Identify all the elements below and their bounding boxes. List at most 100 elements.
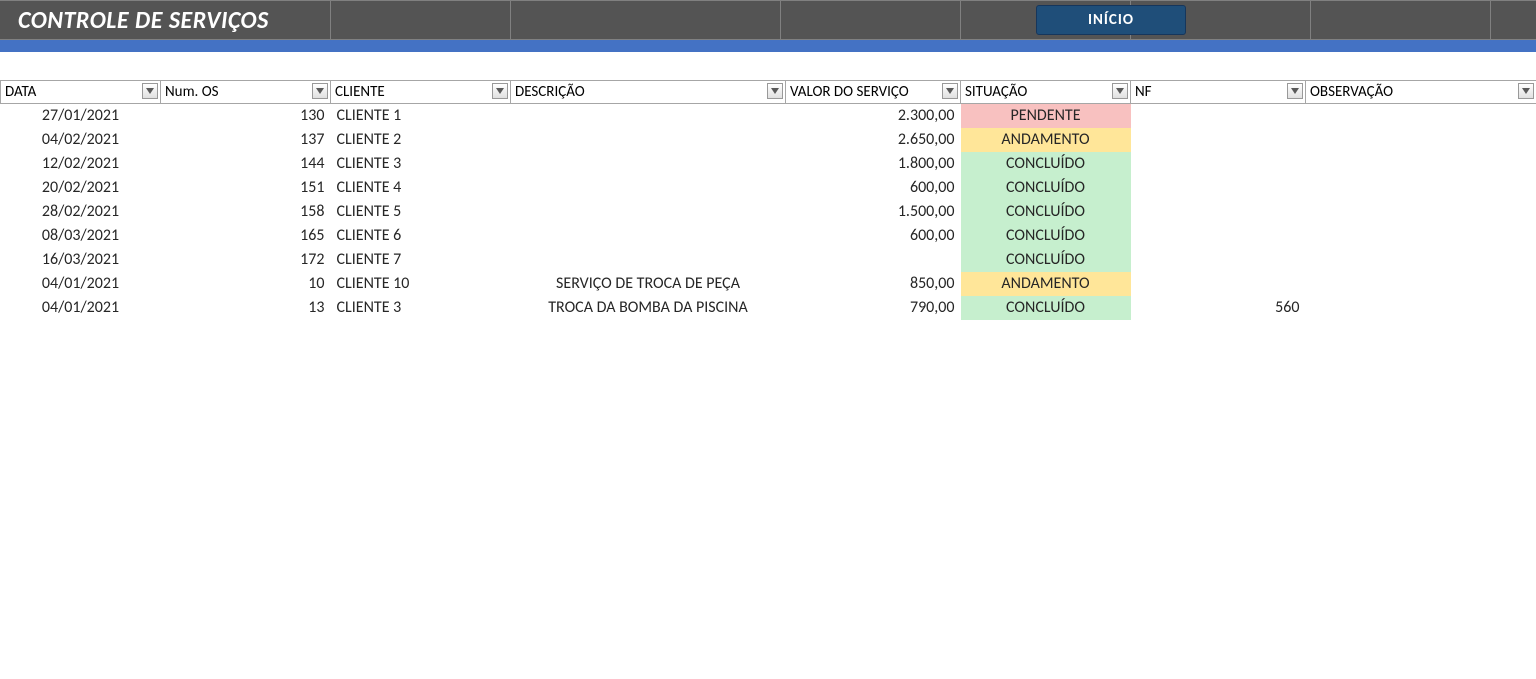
column-header-label: DATA	[5, 83, 36, 101]
cell-valor: 1.800,00	[786, 152, 961, 176]
filter-dropdown-icon[interactable]	[1287, 83, 1303, 99]
cell-sit: CONCLUÍDO	[961, 296, 1131, 320]
column-header-label: SITUAÇÃO	[965, 83, 1027, 101]
cell-obs	[1306, 104, 1536, 128]
cell-valor: 2.650,00	[786, 128, 961, 152]
cell-obs	[1306, 224, 1536, 248]
column-header-data[interactable]: DATA	[1, 81, 161, 104]
cell-nf	[1131, 152, 1306, 176]
cell-obs	[1306, 176, 1536, 200]
column-header-label: OBSERVAÇÃO	[1310, 83, 1393, 101]
cell-nf	[1131, 272, 1306, 296]
cell-sit: ANDAMENTO	[961, 128, 1131, 152]
table-row[interactable]: 04/02/2021137CLIENTE 22.650,00ANDAMENTO	[1, 128, 1536, 152]
filter-dropdown-icon[interactable]	[1112, 83, 1128, 99]
cell-os: 137	[161, 128, 331, 152]
cell-obs	[1306, 296, 1536, 320]
cell-desc: TROCA DA BOMBA DA PISCINA	[511, 296, 786, 320]
cell-obs	[1306, 248, 1536, 272]
column-header-cliente[interactable]: CLIENTE	[331, 81, 511, 104]
cell-nf: 560	[1131, 296, 1306, 320]
cell-cliente: CLIENTE 10	[331, 272, 511, 296]
page-title: CONTROLE DE SERVIÇOS	[18, 6, 269, 35]
filter-dropdown-icon[interactable]	[942, 83, 958, 99]
cell-cliente: CLIENTE 2	[331, 128, 511, 152]
cell-data: 16/03/2021	[1, 248, 161, 272]
cell-os: 165	[161, 224, 331, 248]
cell-data: 20/02/2021	[1, 176, 161, 200]
column-header-label: NF	[1135, 83, 1152, 101]
column-header-label: DESCRIÇÃO	[515, 83, 585, 101]
cell-obs	[1306, 128, 1536, 152]
cell-desc: SERVIÇO DE TROCA DE PEÇA	[511, 272, 786, 296]
inicio-button-label: INÍCIO	[1088, 11, 1134, 29]
filter-dropdown-icon[interactable]	[767, 83, 783, 99]
cell-data: 27/01/2021	[1, 104, 161, 128]
column-header-valor[interactable]: VALOR DO SERVIÇO	[786, 81, 961, 104]
cell-desc	[511, 176, 786, 200]
cell-os: 10	[161, 272, 331, 296]
cell-os: 172	[161, 248, 331, 272]
cell-sit: PENDENTE	[961, 104, 1131, 128]
cell-desc	[511, 128, 786, 152]
table-body: 27/01/2021130CLIENTE 12.300,00PENDENTE04…	[1, 104, 1536, 320]
filter-dropdown-icon[interactable]	[312, 83, 328, 99]
cell-os: 158	[161, 200, 331, 224]
filter-dropdown-icon[interactable]	[142, 83, 158, 99]
inicio-button[interactable]: INÍCIO	[1036, 5, 1186, 35]
cell-cliente: CLIENTE 7	[331, 248, 511, 272]
column-header-nf[interactable]: NF	[1131, 81, 1306, 104]
table-row[interactable]: 20/02/2021151CLIENTE 4 600,00CONCLUÍDO	[1, 176, 1536, 200]
table-row[interactable]: 04/01/202110CLIENTE 10SERVIÇO DE TROCA D…	[1, 272, 1536, 296]
column-header-label: CLIENTE	[335, 83, 385, 101]
table-row[interactable]: 08/03/2021165CLIENTE 6600,00CONCLUÍDO	[1, 224, 1536, 248]
table-row[interactable]: 27/01/2021130CLIENTE 12.300,00PENDENTE	[1, 104, 1536, 128]
column-header-os[interactable]: Num. OS	[161, 81, 331, 104]
cell-valor: 850,00	[786, 272, 961, 296]
cell-cliente: CLIENTE 3	[331, 152, 511, 176]
cell-valor: 600,00	[786, 224, 961, 248]
cell-cliente: CLIENTE 1	[331, 104, 511, 128]
cell-desc	[511, 224, 786, 248]
accent-strip	[0, 40, 1536, 52]
cell-sit: CONCLUÍDO	[961, 248, 1131, 272]
cell-nf	[1131, 104, 1306, 128]
column-header-obs[interactable]: OBSERVAÇÃO	[1306, 81, 1536, 104]
cell-valor: 600,00	[786, 176, 961, 200]
cell-cliente: CLIENTE 5	[331, 200, 511, 224]
filter-dropdown-icon[interactable]	[1518, 83, 1534, 99]
cell-data: 04/01/2021	[1, 272, 161, 296]
cell-cliente: CLIENTE 6	[331, 224, 511, 248]
cell-obs	[1306, 200, 1536, 224]
cell-sit: CONCLUÍDO	[961, 176, 1131, 200]
cell-os: 151	[161, 176, 331, 200]
column-header-desc[interactable]: DESCRIÇÃO	[511, 81, 786, 104]
cell-data: 04/01/2021	[1, 296, 161, 320]
cell-nf	[1131, 224, 1306, 248]
table-row[interactable]: 12/02/2021144CLIENTE 3 1.800,00CONCLUÍDO	[1, 152, 1536, 176]
column-header-sit[interactable]: SITUAÇÃO	[961, 81, 1131, 104]
cell-desc	[511, 248, 786, 272]
table-row[interactable]: 04/01/202113CLIENTE 3TROCA DA BOMBA DA P…	[1, 296, 1536, 320]
cell-valor: 2.300,00	[786, 104, 961, 128]
cell-desc	[511, 104, 786, 128]
cell-sit: CONCLUÍDO	[961, 152, 1131, 176]
table-row[interactable]: 16/03/2021172CLIENTE 7 CONCLUÍDO	[1, 248, 1536, 272]
table-header-row: DATA Num. OSCLIENTE DESCRIÇÃO VALOR DO SERV…	[1, 81, 1536, 104]
cell-data: 08/03/2021	[1, 224, 161, 248]
cell-os: 144	[161, 152, 331, 176]
filter-dropdown-icon[interactable]	[492, 83, 508, 99]
table-row[interactable]: 28/02/2021158CLIENTE 5 1.500,00CONCLUÍDO	[1, 200, 1536, 224]
cell-data: 28/02/2021	[1, 200, 161, 224]
column-header-label: VALOR DO SERVIÇO	[790, 83, 909, 101]
cell-nf	[1131, 128, 1306, 152]
spacer	[0, 52, 1536, 80]
cell-valor: 1.500,00	[786, 200, 961, 224]
cell-data: 12/02/2021	[1, 152, 161, 176]
cell-cliente: CLIENTE 4	[331, 176, 511, 200]
services-table: DATA Num. OSCLIENTE DESCRIÇÃO VALOR DO SERV…	[0, 80, 1536, 320]
cell-sit: CONCLUÍDO	[961, 200, 1131, 224]
cell-valor: 790,00	[786, 296, 961, 320]
cell-nf	[1131, 176, 1306, 200]
cell-cliente: CLIENTE 3	[331, 296, 511, 320]
